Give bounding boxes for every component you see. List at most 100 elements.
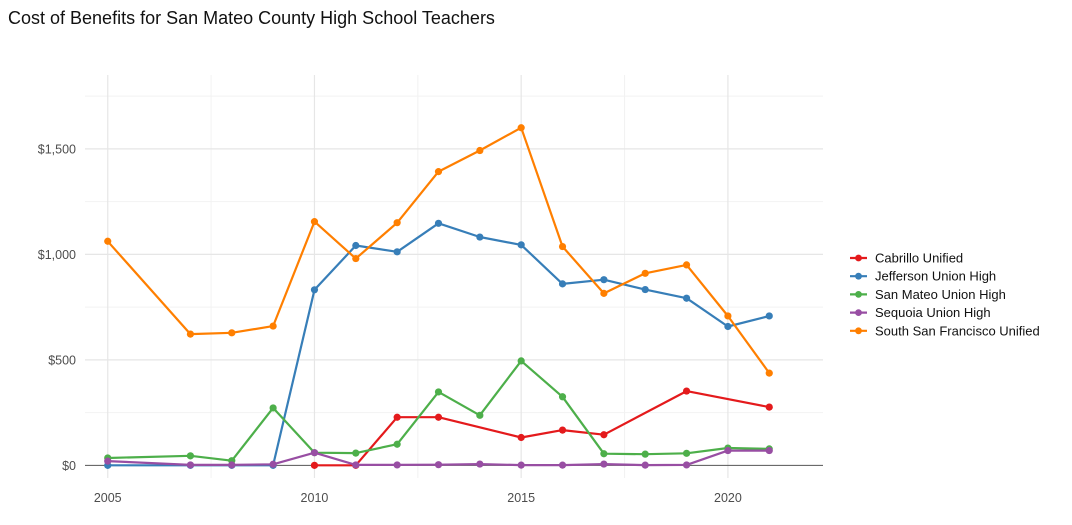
data-point bbox=[352, 254, 360, 263]
legend-swatch-point bbox=[855, 272, 862, 280]
data-point bbox=[558, 242, 567, 251]
data-point bbox=[352, 449, 360, 457]
data-point bbox=[393, 413, 401, 421]
legend-swatch-point bbox=[855, 309, 862, 316]
x-tick-label: 2010 bbox=[301, 491, 329, 505]
series-line bbox=[106, 126, 771, 374]
data-point bbox=[434, 219, 443, 227]
data-point bbox=[600, 276, 608, 284]
x-tick-label: 2005 bbox=[94, 491, 122, 505]
data-point bbox=[682, 449, 691, 457]
data-point bbox=[600, 431, 608, 439]
data-point bbox=[310, 218, 319, 226]
series-line bbox=[314, 390, 770, 467]
series-line bbox=[107, 222, 770, 467]
data-point bbox=[682, 261, 691, 269]
data-point bbox=[269, 404, 277, 412]
data-point bbox=[352, 461, 360, 469]
data-point bbox=[682, 387, 691, 395]
legend-swatch-point bbox=[855, 254, 862, 262]
data-point bbox=[476, 146, 484, 155]
y-tick-label: $1,500 bbox=[38, 142, 76, 156]
data-point bbox=[682, 294, 691, 302]
data-point bbox=[517, 241, 525, 249]
data-point bbox=[765, 446, 773, 455]
data-point bbox=[186, 452, 195, 460]
data-point bbox=[517, 124, 525, 132]
series-san-mateo-union-high bbox=[104, 357, 773, 465]
legend: Cabrillo Unified Jefferson Union High San … bbox=[850, 251, 1040, 338]
data-point bbox=[434, 168, 443, 176]
series-sequoia-union-high bbox=[104, 446, 773, 469]
data-point bbox=[393, 219, 401, 227]
legend-swatch-point bbox=[855, 291, 862, 298]
data-point bbox=[641, 461, 649, 469]
data-point bbox=[228, 329, 236, 337]
data-point bbox=[558, 461, 567, 469]
data-point bbox=[724, 312, 732, 320]
data-point bbox=[600, 450, 608, 458]
data-point bbox=[600, 289, 608, 297]
data-point bbox=[476, 411, 484, 419]
legend-item: Jefferson Union High bbox=[850, 269, 996, 284]
legend-item: San Mateo Union High bbox=[850, 287, 1006, 302]
data-point bbox=[517, 357, 525, 365]
chart-title: Cost of Benefits for San Mateo County Hi… bbox=[8, 8, 495, 28]
data-point bbox=[765, 403, 773, 411]
data-point bbox=[310, 461, 319, 469]
data-point bbox=[269, 322, 277, 330]
data-point bbox=[517, 461, 525, 469]
y-tick-label: $1,000 bbox=[38, 248, 76, 262]
legend-item: Sequoia Union High bbox=[850, 305, 991, 320]
series-cabrillo-unified bbox=[310, 387, 773, 469]
legend-swatch-point bbox=[855, 327, 862, 335]
data-point bbox=[186, 461, 195, 469]
data-point bbox=[104, 237, 112, 245]
data-point bbox=[434, 413, 443, 421]
data-point bbox=[682, 461, 691, 469]
data-point bbox=[393, 440, 401, 448]
data-point bbox=[269, 460, 277, 468]
grid-lines bbox=[85, 75, 823, 478]
data-point bbox=[228, 461, 236, 469]
data-point bbox=[310, 449, 319, 457]
data-point bbox=[434, 461, 443, 469]
data-point bbox=[434, 388, 443, 396]
data-point bbox=[310, 286, 319, 294]
data-point bbox=[724, 322, 732, 331]
x-tick-label: 2015 bbox=[507, 491, 535, 505]
data-point bbox=[476, 233, 484, 241]
series-group bbox=[104, 124, 773, 469]
data-point bbox=[393, 461, 401, 469]
legend-item: South San Francisco Unified bbox=[850, 323, 1040, 338]
data-point bbox=[724, 446, 732, 455]
data-point bbox=[558, 393, 567, 401]
data-point bbox=[558, 426, 567, 434]
y-tick-label: $0 bbox=[62, 459, 76, 473]
data-point bbox=[641, 269, 649, 277]
legend-label: South San Francisco Unified bbox=[875, 323, 1040, 338]
x-tick-label: 2020 bbox=[714, 491, 742, 505]
series-line bbox=[107, 359, 770, 462]
data-point bbox=[765, 369, 773, 377]
data-point bbox=[517, 433, 525, 442]
legend-label: Jefferson Union High bbox=[875, 269, 996, 284]
series-south-san-francisco-unified bbox=[104, 124, 773, 377]
data-point bbox=[186, 330, 195, 338]
legend-label: Sequoia Union High bbox=[875, 305, 991, 320]
y-tick-label: $500 bbox=[48, 353, 76, 367]
series-jefferson-union-high bbox=[104, 219, 773, 469]
data-point bbox=[600, 460, 608, 468]
series-line bbox=[107, 449, 770, 467]
data-point bbox=[352, 241, 360, 250]
legend-item: Cabrillo Unified bbox=[850, 251, 963, 266]
data-point bbox=[393, 248, 401, 256]
legend-label: Cabrillo Unified bbox=[875, 251, 963, 266]
data-point bbox=[476, 460, 484, 468]
data-point bbox=[558, 280, 567, 288]
data-point bbox=[641, 450, 649, 458]
data-point bbox=[104, 457, 112, 465]
legend-label: San Mateo Union High bbox=[875, 287, 1006, 302]
data-point bbox=[641, 285, 649, 294]
